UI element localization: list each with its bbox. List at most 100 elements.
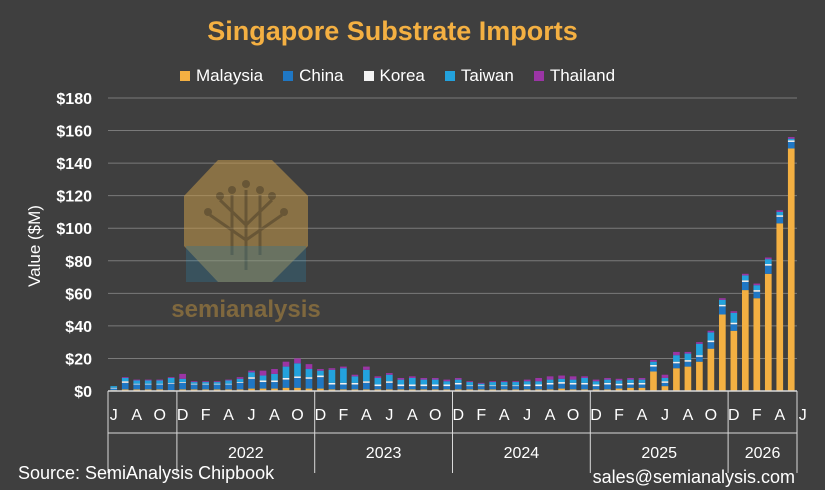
y-tick-label: $120: [56, 189, 92, 206]
bar-segment: [569, 384, 577, 390]
bar-segment: [673, 351, 680, 356]
bar-segment: [650, 361, 657, 365]
bar-segment: [190, 383, 198, 385]
bar-segment: [764, 259, 772, 265]
y-tick-label: $40: [65, 319, 92, 336]
bar-segment: [420, 377, 428, 380]
bar-segment: [443, 381, 451, 385]
bar-segment: [604, 379, 611, 383]
bar-segment: [673, 363, 680, 369]
bar-segment: [144, 383, 152, 385]
x-month-label: D: [315, 407, 327, 424]
x-month-label: F: [752, 407, 762, 424]
semianalysis-watermark: semianalysis: [171, 160, 321, 323]
bar-segment: [236, 378, 244, 383]
bar-segment: [730, 324, 738, 331]
bar-segment: [753, 290, 761, 292]
bar-segment: [271, 373, 278, 381]
bar-segment: [363, 369, 370, 382]
legend-label: Malaysia: [196, 66, 264, 85]
bar-segment: [443, 379, 451, 382]
bar-segment: [489, 382, 497, 386]
bar-segment: [374, 389, 382, 391]
bar-segment: [167, 377, 175, 383]
y-tick-label: $0: [74, 384, 92, 401]
bar-segment: [202, 383, 209, 385]
bar-segment: [787, 148, 795, 391]
bar-segment: [282, 366, 290, 378]
bar-segment: [443, 384, 451, 387]
bar-segment: [569, 389, 577, 391]
bar-segment: [374, 376, 382, 378]
bar-segment: [408, 386, 416, 390]
bar-segment: [271, 388, 278, 391]
bar-segment: [259, 375, 267, 381]
bar-segment: [328, 369, 336, 383]
bar-segment: [133, 384, 141, 390]
bar-segment: [259, 388, 267, 391]
bar-segment: [271, 382, 278, 389]
bar-segment: [397, 377, 405, 380]
bar-segment: [638, 382, 646, 385]
bar-segment: [259, 370, 267, 376]
legend-label: Thailand: [549, 66, 616, 85]
bar-segment: [684, 360, 692, 362]
bar-segment: [386, 381, 393, 383]
x-month-label: A: [269, 407, 280, 424]
bar-segment: [477, 385, 485, 387]
x-year-label: 2024: [504, 445, 540, 462]
bar-segment: [386, 374, 393, 382]
bar-segment: [363, 389, 370, 391]
source-note: Source: SemiAnalysis Chipbook: [18, 463, 275, 483]
bar-segment: [110, 387, 118, 389]
bar-segment: [110, 388, 118, 391]
bar-segment: [213, 383, 221, 385]
bar-segment: [673, 355, 680, 362]
x-month-label: D: [590, 407, 602, 424]
bar-segment: [569, 382, 577, 385]
x-month-label: O: [291, 407, 303, 424]
bar-segment: [110, 386, 118, 388]
bar-segment: [248, 370, 255, 373]
bar-segment: [351, 376, 359, 383]
bar-segment: [156, 380, 164, 384]
bar-segment: [317, 375, 324, 378]
bar-segment: [719, 314, 726, 391]
bar-segment: [167, 382, 175, 384]
bar-segment: [500, 386, 508, 390]
bar-segment: [489, 386, 497, 390]
bar-segment: [500, 382, 508, 386]
bar-segment: [386, 373, 393, 375]
bar-segment: [523, 389, 531, 391]
x-month-label: D: [728, 407, 740, 424]
bar-segment: [477, 386, 485, 390]
bar-segment: [133, 379, 141, 381]
bar-segment: [707, 332, 715, 341]
x-month-label: F: [339, 407, 349, 424]
bar-segment: [466, 386, 474, 390]
bar-segment: [397, 389, 405, 391]
bar-segment: [604, 382, 611, 385]
bar-segment: [661, 374, 669, 378]
bar-segment: [650, 366, 657, 372]
bar-segment: [454, 389, 462, 391]
bar-segment: [408, 376, 416, 378]
bar-segment: [673, 368, 680, 391]
y-tick-label: $100: [56, 221, 92, 238]
bar-segment: [787, 137, 795, 139]
y-axis-label: Value ($M): [25, 205, 44, 287]
bar-segment: [535, 377, 542, 382]
bar-segment: [638, 377, 646, 380]
bar-segment: [317, 369, 324, 371]
bar-segment: [477, 383, 485, 386]
y-tick-label: $60: [65, 286, 92, 303]
bar-segment: [340, 368, 347, 383]
bar-segment: [282, 361, 290, 367]
bar-segment: [512, 386, 519, 390]
y-tick-label: $20: [65, 351, 92, 368]
bar-segment: [546, 389, 554, 391]
bar-segment: [569, 379, 577, 383]
bar-segment: [753, 285, 761, 291]
bar-segment: [776, 211, 784, 216]
bar-segment: [156, 389, 164, 391]
